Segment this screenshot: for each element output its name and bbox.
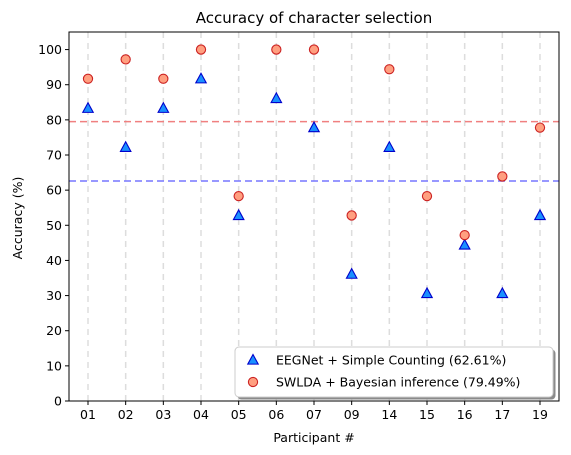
circle-point <box>534 122 546 133</box>
circle-point <box>233 190 244 202</box>
y-tick-label: 100 <box>38 42 62 57</box>
plot-background <box>69 32 559 401</box>
y-axis: 0 10 20 30 40 50 60 70 80 90 100 <box>38 42 69 409</box>
x-axis: 01 02 03 04 05 06 07 09 14 15 16 17 19 <box>80 401 548 422</box>
x-tick-label: 16 <box>457 407 473 422</box>
x-tick-label: 09 <box>344 407 360 422</box>
y-tick-label: 60 <box>46 183 62 198</box>
legend-label: SWLDA + Bayesian inference (79.49%) <box>276 375 520 390</box>
y-tick-label: 70 <box>46 148 62 163</box>
circle-point <box>421 190 433 202</box>
circle-point <box>384 64 395 75</box>
x-axis-title: Participant # <box>273 430 354 445</box>
y-tick-label: 10 <box>46 358 62 373</box>
y-tick-label: 0 <box>54 394 62 409</box>
x-tick-label: 17 <box>494 407 510 422</box>
triangle-point <box>270 91 283 104</box>
circle-point <box>497 171 508 182</box>
legend-triangle-marker <box>246 353 260 365</box>
triangle-point <box>345 267 358 279</box>
circle-point <box>308 44 320 55</box>
legend: EEGNet + Simple Counting (62.61%) SWLDA +… <box>234 346 556 400</box>
legend-circle-marker <box>247 376 259 388</box>
x-tick-label: 07 <box>306 407 322 422</box>
circle-point <box>82 73 94 84</box>
y-tick-label: 20 <box>46 323 62 338</box>
x-tick-label: 03 <box>155 407 171 422</box>
circle-point <box>158 73 169 84</box>
y-tick-label: 80 <box>46 112 62 127</box>
chart-title: Accuracy of character selection <box>196 9 433 27</box>
triangle-point <box>194 72 208 84</box>
triangle-point <box>458 238 471 250</box>
triangle-point <box>157 101 170 113</box>
triangle-point <box>420 286 434 299</box>
y-axis-title: Accuracy (%) <box>10 177 25 260</box>
data-points <box>81 44 547 299</box>
y-tick-label: 50 <box>46 218 62 233</box>
circle-point <box>459 229 470 241</box>
x-tick-label: 06 <box>268 407 284 422</box>
circle-point <box>120 54 131 65</box>
legend-box <box>234 346 554 398</box>
x-tick-label: 15 <box>419 407 435 422</box>
triangle-point <box>307 120 321 133</box>
y-tick-label: 40 <box>46 253 62 268</box>
triangle-point <box>119 140 132 152</box>
circle-point <box>195 44 207 55</box>
y-tick-label: 30 <box>46 288 62 303</box>
x-tick-label: 19 <box>532 407 548 422</box>
x-tick-label: 05 <box>231 407 247 422</box>
triangle-point <box>533 208 547 221</box>
triangle-point <box>496 286 509 299</box>
plot-area <box>69 32 559 401</box>
legend-label: EEGNet + Simple Counting (62.61%) <box>276 353 506 368</box>
triangle-point <box>232 208 245 221</box>
y-tick-label: 90 <box>46 77 62 92</box>
triangle-point <box>81 101 95 113</box>
circle-point <box>346 210 357 221</box>
x-tick-label: 01 <box>80 407 96 422</box>
x-tick-label: 04 <box>193 407 209 422</box>
x-tick-label: 14 <box>381 407 397 422</box>
x-tick-label: 02 <box>118 407 134 422</box>
triangle-point <box>383 140 396 152</box>
circle-point <box>271 44 282 55</box>
